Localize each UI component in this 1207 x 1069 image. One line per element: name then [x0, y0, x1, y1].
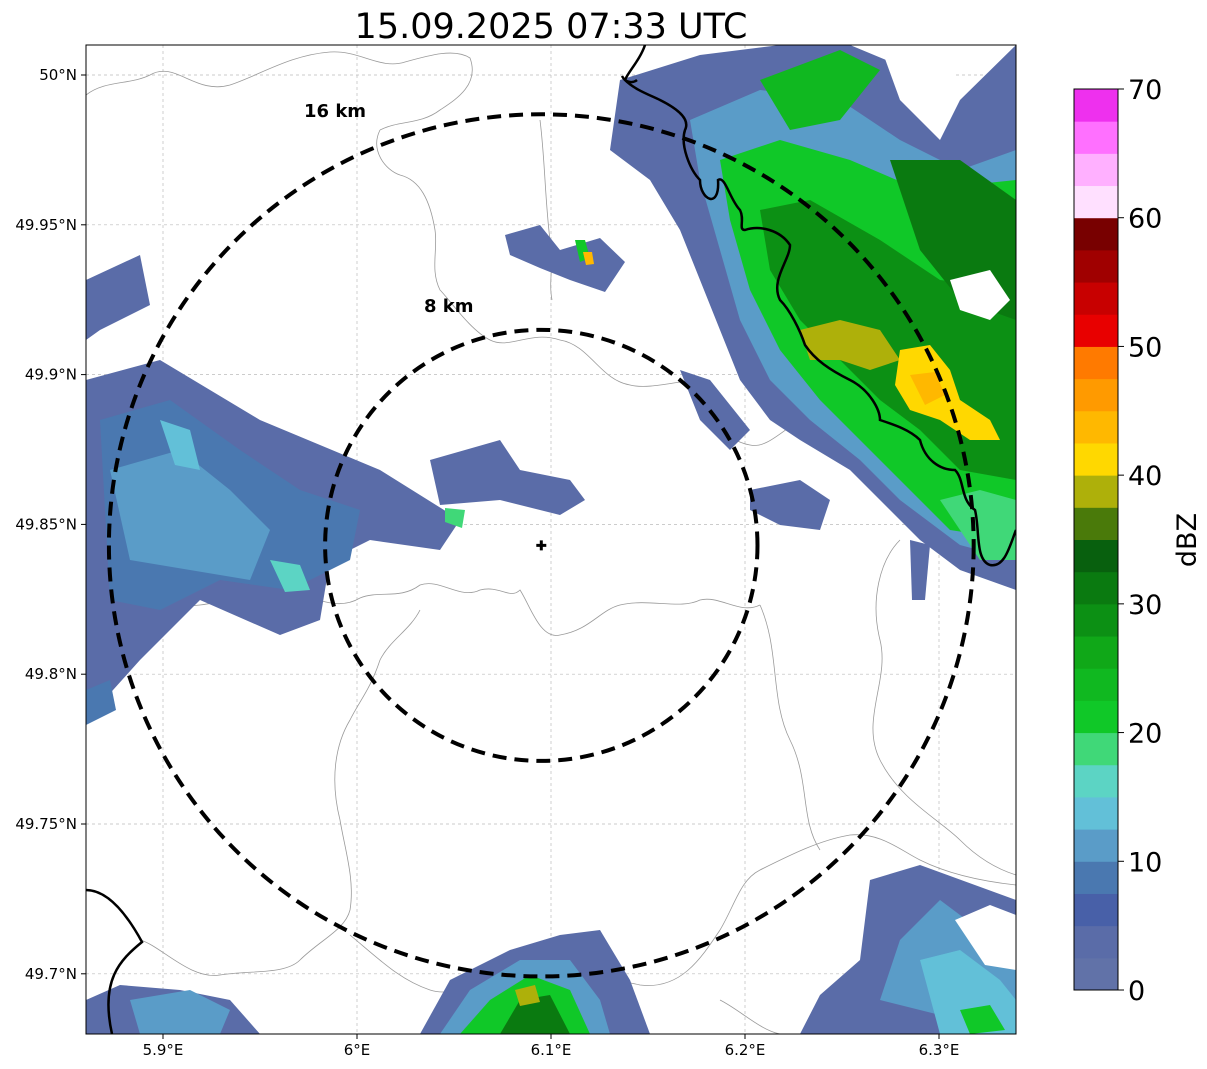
- echo-cell: [130, 990, 230, 1034]
- colorbar-swatch: [1074, 636, 1118, 669]
- colorbar-swatch: [1074, 764, 1118, 798]
- range-ring-8km: [323, 327, 760, 763]
- colorbar-swatch: [1074, 121, 1118, 154]
- lat-tick-label: 49.8°N: [25, 665, 77, 683]
- boundary-line: [872, 539, 1016, 876]
- lat-tick-label: 49.95°N: [15, 216, 77, 234]
- colorbar-swatches: [1074, 89, 1118, 991]
- echo-cell: [270, 560, 310, 592]
- figure-title: 15.09.2025 07:33 UTC: [355, 7, 748, 47]
- axis-ticks: 5.9°E 6°E 6.1°E 6.2°E 6.3°E 50°N 49.95°N 49.9°N…: [15, 66, 959, 1059]
- echo-cell: [86, 680, 116, 725]
- colorbar-swatch: [1074, 507, 1118, 540]
- echo-cell: [960, 1005, 1005, 1034]
- colorbar-tick-label: 10: [1128, 847, 1162, 878]
- colorbar-swatch: [1074, 829, 1118, 862]
- colorbar-swatch: [1074, 925, 1118, 959]
- colorbar-ticks: 0 10 20 30 40 50 60 70: [1118, 75, 1162, 1007]
- echo-cell: [750, 480, 830, 530]
- lat-tick-label: 50°N: [39, 66, 77, 84]
- ring-label-8km: 8 km: [424, 296, 474, 317]
- lat-tick-label: 49.85°N: [15, 515, 77, 533]
- echo-cell: [430, 440, 585, 515]
- echo-cell: [680, 370, 750, 450]
- boundary-line: [376, 129, 701, 387]
- colorbar-label: dBZ: [1172, 513, 1203, 567]
- boundary-line: [539, 119, 553, 301]
- echo-gap: [950, 270, 1010, 320]
- colorbar-tick-label: 60: [1128, 204, 1162, 235]
- echo-gap: [880, 45, 960, 140]
- border-line: [86, 888, 144, 1034]
- colorbar-tick-label: 50: [1128, 332, 1162, 363]
- map-panel: 16 km 8 km: [85, 44, 1017, 1035]
- lon-tick-label: 5.9°E: [143, 1041, 184, 1059]
- colorbar-swatch: [1074, 442, 1118, 476]
- colorbar-tick-label: 0: [1128, 976, 1145, 1007]
- echo-cell: [910, 372, 945, 405]
- colorbar-tick-label: 20: [1128, 719, 1162, 750]
- colorbar-swatch: [1074, 603, 1118, 637]
- colorbar-swatch: [1074, 700, 1118, 734]
- colorbar-swatch: [1074, 861, 1118, 894]
- colorbar-swatch: [1074, 153, 1118, 187]
- lon-tick-label: 6°E: [344, 1041, 371, 1059]
- echo-cell: [583, 252, 594, 265]
- colorbar-swatch: [1074, 217, 1118, 251]
- colorbar: 0 10 20 30 40 50 60 70 dBZ: [1073, 75, 1203, 1007]
- echo-gap: [955, 905, 1016, 970]
- colorbar-swatch: [1074, 185, 1118, 219]
- echo-cell: [800, 320, 900, 370]
- echo-cell: [760, 50, 880, 130]
- border-line: [620, 75, 638, 84]
- colorbar-swatch: [1074, 410, 1118, 444]
- colorbar-swatch: [1074, 732, 1118, 766]
- colorbar-swatch: [1074, 346, 1118, 380]
- ring-label-16km: 16 km: [304, 101, 366, 122]
- echo-cell: [110, 450, 270, 580]
- echo-cell: [160, 420, 200, 470]
- echo-cell: [86, 255, 150, 340]
- range-ring-16km: [106, 112, 976, 979]
- border-line: [623, 45, 1016, 567]
- boundary-line: [759, 604, 821, 851]
- colorbar-tick-label: 30: [1128, 590, 1162, 621]
- lon-tick-label: 6.3°E: [919, 1041, 960, 1059]
- reflectivity-echoes: [86, 45, 1016, 1034]
- boundary-line: [139, 609, 421, 976]
- lat-tick-label: 49.75°N: [15, 815, 77, 833]
- radar-site-marker: [536, 540, 547, 551]
- boundary-line: [719, 999, 781, 1034]
- echo-cell: [445, 508, 465, 528]
- range-rings: [106, 112, 976, 979]
- colorbar-tick-label: 70: [1128, 75, 1162, 106]
- regional-boundaries: [86, 51, 1016, 1034]
- colorbar-swatch: [1074, 668, 1118, 701]
- echo-cell: [500, 995, 570, 1034]
- colorbar-swatch: [1074, 893, 1118, 927]
- lon-tick-label: 6.2°E: [725, 1041, 766, 1059]
- colorbar-swatch: [1074, 314, 1118, 347]
- lat-tick-label: 49.7°N: [25, 965, 77, 983]
- boundary-line: [86, 51, 473, 131]
- lon-tick-label: 6.1°E: [531, 1041, 572, 1059]
- colorbar-swatch: [1074, 475, 1118, 508]
- colorbar-swatch: [1074, 378, 1118, 412]
- echo-cell: [515, 985, 540, 1006]
- national-borders: [86, 45, 1016, 1034]
- colorbar-swatch: [1074, 957, 1118, 991]
- lat-tick-label: 49.9°N: [25, 366, 77, 384]
- echo-cell: [505, 225, 625, 292]
- colorbar-swatch: [1074, 539, 1118, 573]
- colorbar-swatch: [1074, 571, 1118, 605]
- colorbar-frame: [1073, 88, 1119, 991]
- colorbar-swatch: [1074, 89, 1118, 122]
- colorbar-swatch: [1074, 249, 1118, 283]
- colorbar-swatch: [1074, 282, 1118, 315]
- echo-cell: [910, 540, 930, 600]
- colorbar-swatch: [1074, 796, 1118, 830]
- colorbar-tick-label: 40: [1128, 461, 1162, 492]
